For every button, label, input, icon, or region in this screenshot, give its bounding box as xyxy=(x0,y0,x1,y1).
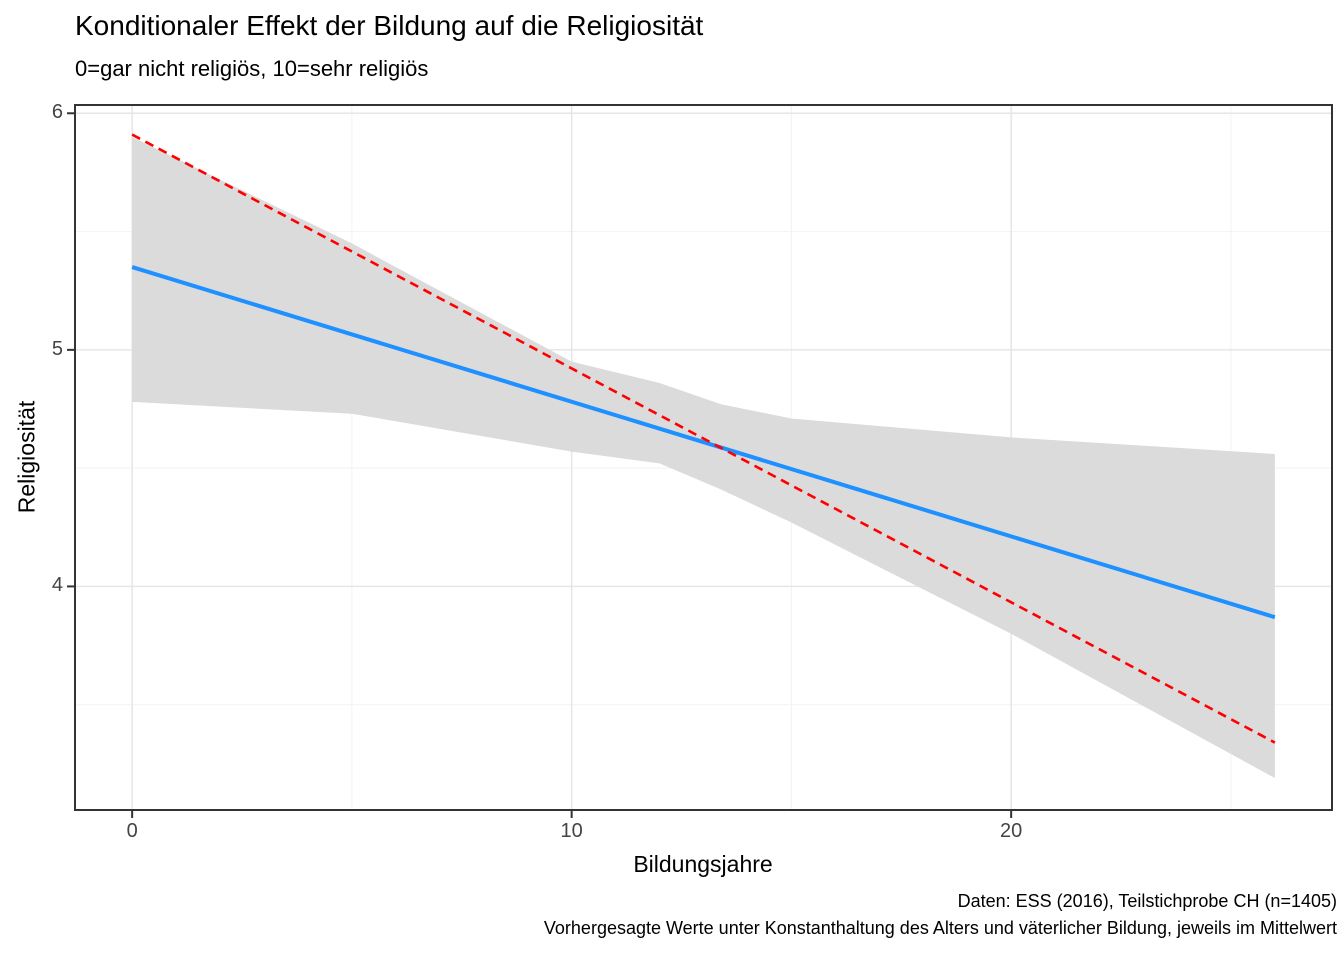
chart-title: Konditionaler Effekt der Bildung auf die… xyxy=(75,10,704,41)
y-axis-tick-label: 6 xyxy=(51,101,63,124)
caption-line-2: Vorhergesagte Werte unter Konstanthaltun… xyxy=(543,918,1337,938)
y-axis-title: Religiosität xyxy=(13,400,40,514)
y-axis-tick-label: 5 xyxy=(51,337,63,360)
konditionaler-effekt-linie-blau-durchgezogen xyxy=(131,265,1276,620)
vergleichs-linie-rot-gestrichelt xyxy=(131,133,1276,744)
x-axis-tick-label: 0 xyxy=(126,820,138,842)
y-axis-tick-label: 4 xyxy=(51,574,63,597)
confidence-band xyxy=(132,136,1275,779)
x-axis-tick-label: 20 xyxy=(1000,820,1023,842)
panel-border xyxy=(74,104,1333,811)
x-axis-title: Bildungsjahre xyxy=(633,851,773,877)
chart-caption: Daten: ESS (2016), Teilstichprobe CH (n=… xyxy=(544,888,1337,942)
x-axis-tick-label: 10 xyxy=(560,820,583,842)
caption-line-1: Daten: ESS (2016), Teilstichprobe CH (n=… xyxy=(957,891,1337,911)
chart-subtitle: 0=gar nicht religiös, 10=sehr religiös xyxy=(75,56,429,81)
